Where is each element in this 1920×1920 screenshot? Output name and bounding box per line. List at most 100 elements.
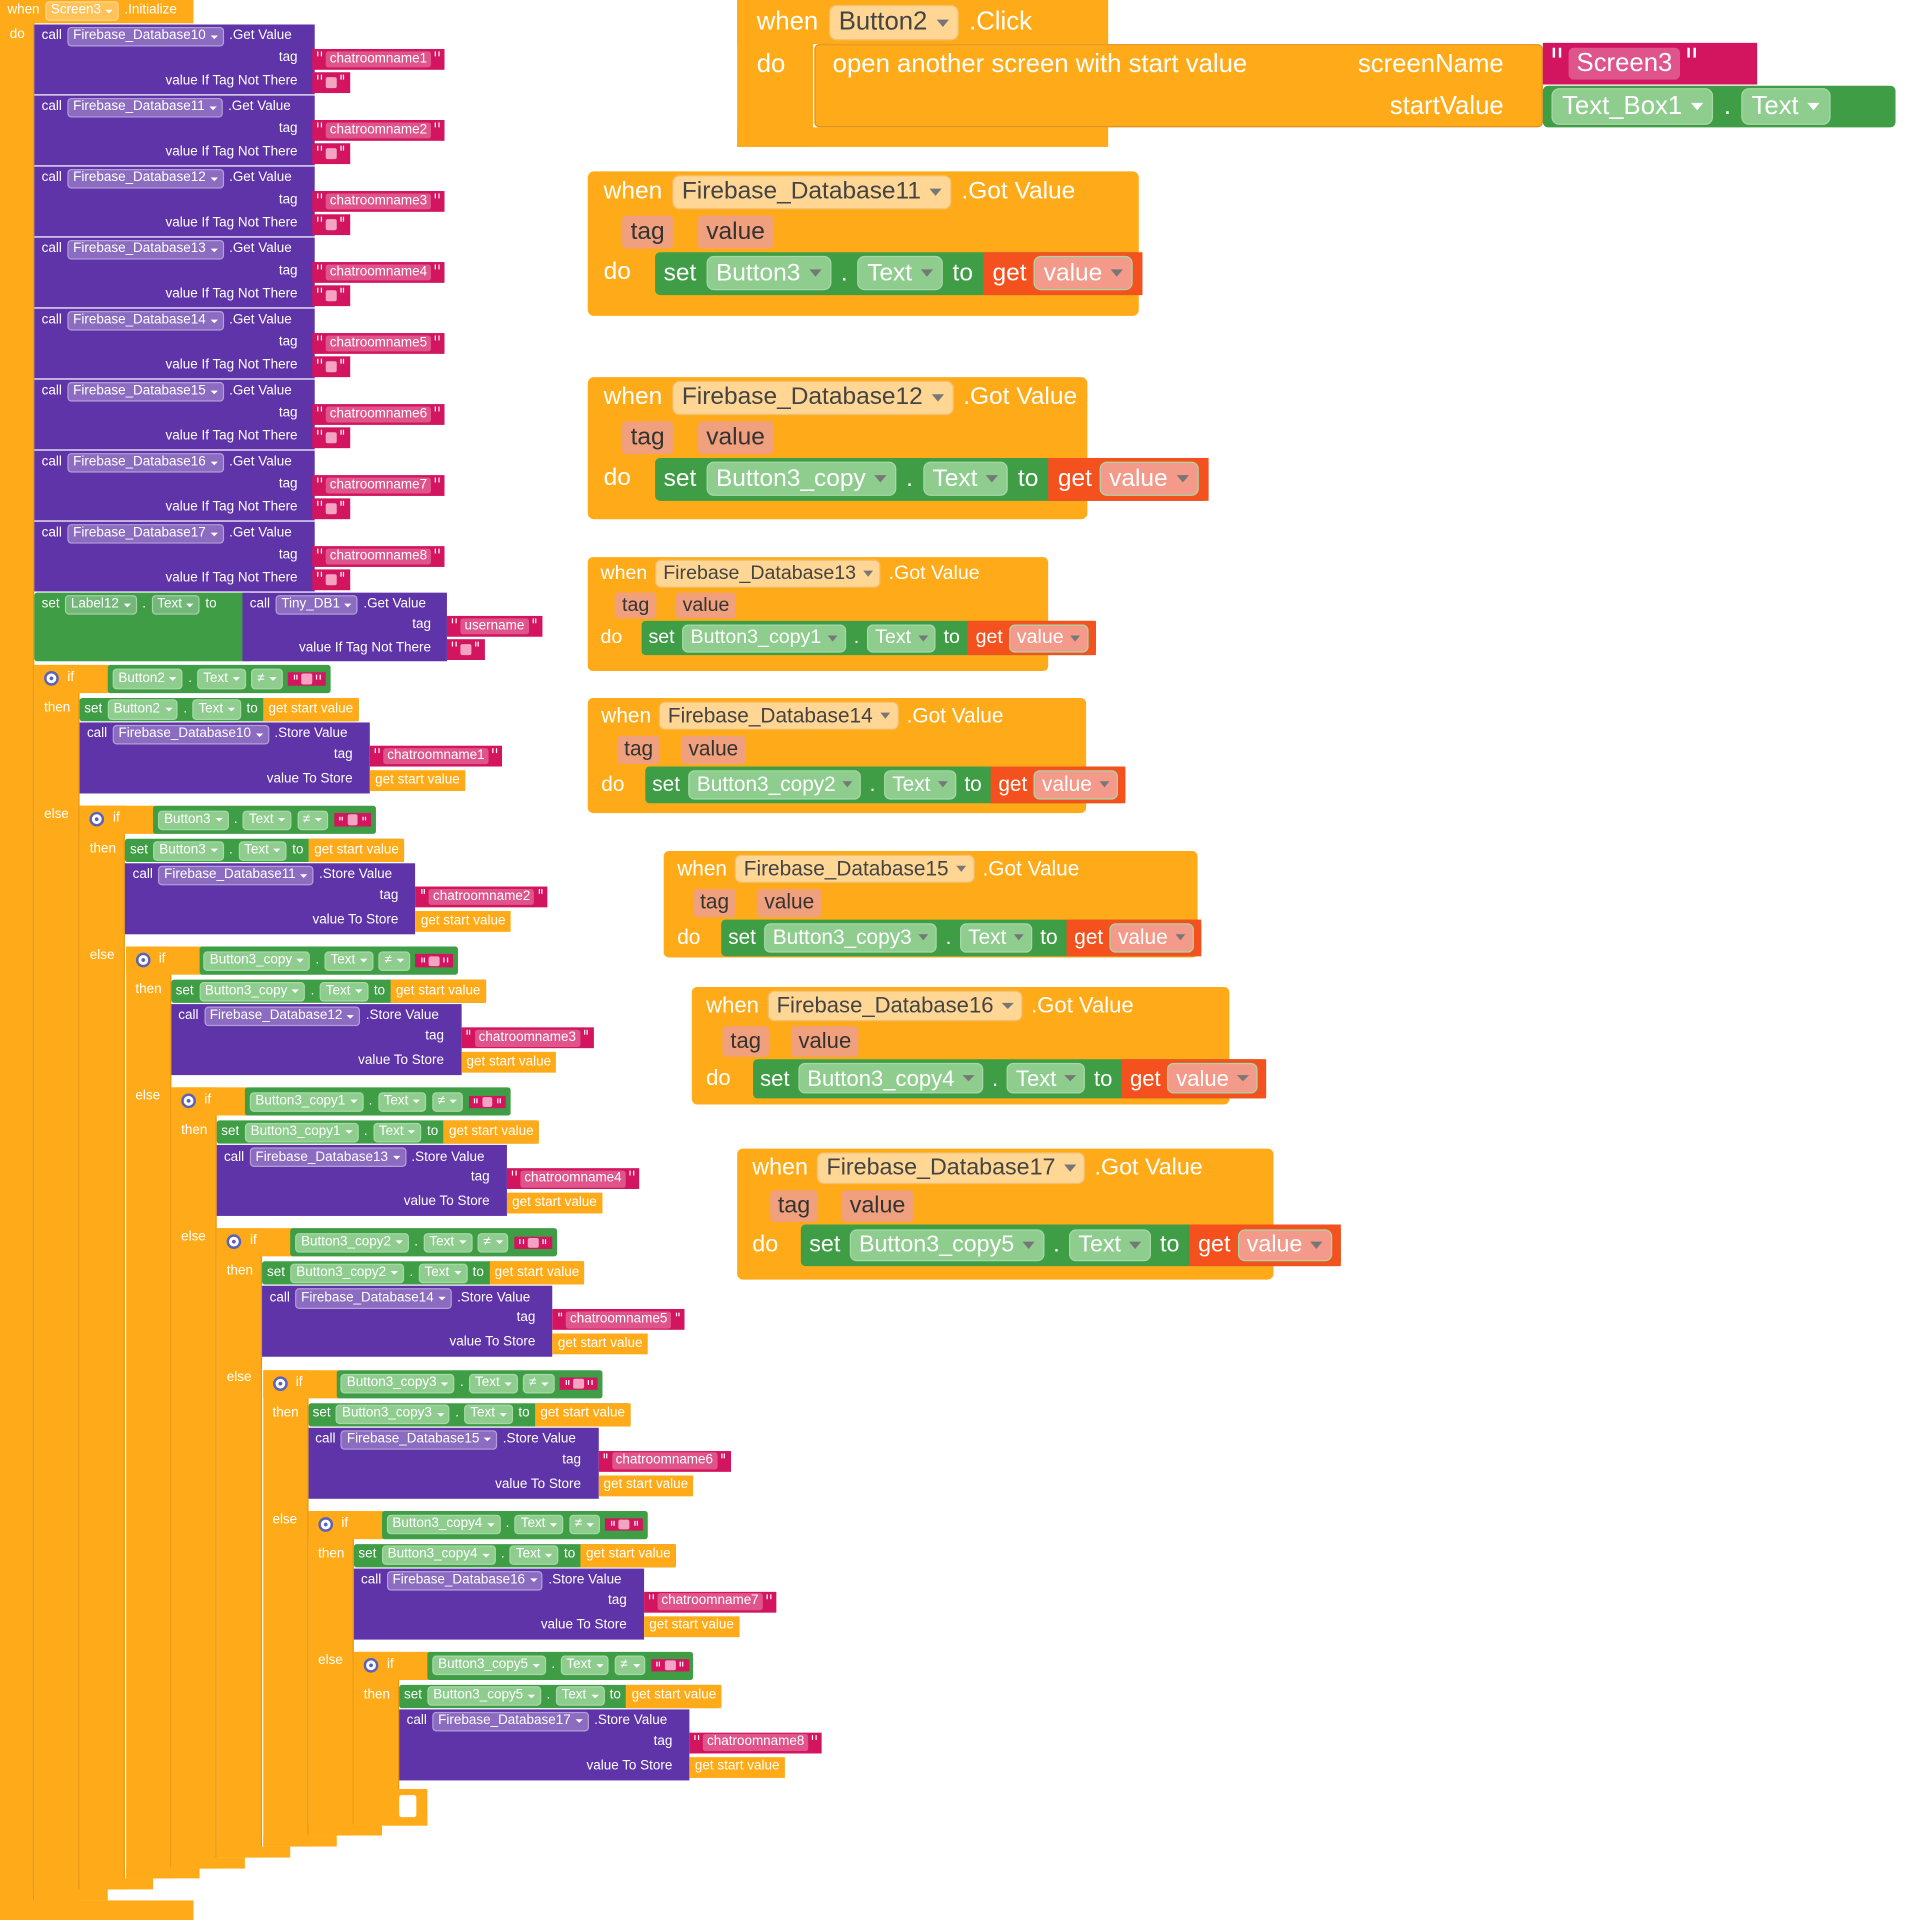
string-value: chatroomname2 — [325, 121, 432, 139]
variable-dropdown[interactable]: value — [1109, 922, 1194, 953]
component-dropdown[interactable]: Button3_copy — [203, 950, 311, 971]
component-dropdown[interactable]: Button3_copy2 — [688, 769, 862, 800]
property-dropdown[interactable]: Text — [324, 950, 374, 971]
property-dropdown[interactable]: Text — [197, 669, 246, 689]
variable-dropdown[interactable]: value — [1033, 769, 1118, 800]
component-dropdown[interactable]: Firebase_Database17 — [67, 524, 224, 544]
dot: . — [869, 772, 876, 796]
property-dropdown[interactable]: Text — [192, 699, 242, 720]
component-dropdown[interactable]: Firebase_Database14 — [659, 701, 899, 731]
component-dropdown[interactable]: Label12 — [64, 595, 137, 615]
component-dropdown[interactable]: Tiny_DB1 — [275, 595, 358, 615]
component-dropdown[interactable]: Firebase_Database11 — [158, 865, 314, 886]
component-dropdown[interactable]: Button3_copy1 — [682, 624, 846, 653]
property-dropdown[interactable]: Text — [238, 840, 287, 861]
property-dropdown[interactable]: Text — [560, 1655, 610, 1676]
component-dropdown[interactable]: Button3_copy4 — [386, 1514, 501, 1535]
operator-dropdown[interactable]: ≠ — [431, 1091, 464, 1112]
component-dropdown[interactable]: Button3_copy3 — [340, 1373, 455, 1394]
component-dropdown[interactable]: Button3_copy1 — [249, 1091, 364, 1112]
component-dropdown[interactable]: Firebase_Database12 — [672, 380, 954, 415]
variable-dropdown[interactable]: value — [1167, 1063, 1258, 1094]
component-dropdown[interactable]: Button2 — [112, 669, 183, 689]
component-dropdown[interactable]: Firebase_Database13 — [249, 1147, 407, 1168]
component-dropdown[interactable]: Text_Box1 — [1551, 88, 1714, 125]
operator-dropdown[interactable]: ≠ — [568, 1514, 601, 1535]
component-dropdown[interactable]: Firebase_Database17 — [817, 1152, 1086, 1185]
operator-dropdown[interactable]: ≠ — [477, 1232, 509, 1253]
component-dropdown[interactable]: Button3_copy3 — [336, 1404, 450, 1425]
component-dropdown[interactable]: Button3_copy5 — [432, 1655, 546, 1676]
component-dropdown[interactable]: Firebase_Database17 — [432, 1711, 589, 1732]
property-dropdown[interactable]: Text — [1741, 88, 1831, 125]
property-dropdown[interactable]: Text — [319, 981, 369, 1002]
property-dropdown-text: Text — [429, 1234, 455, 1250]
operator-dropdown[interactable]: ≠ — [251, 669, 283, 689]
component-dropdown[interactable]: Button2 — [828, 4, 959, 41]
component-dropdown[interactable]: Button2 — [107, 699, 179, 720]
property-dropdown[interactable]: Text — [883, 769, 957, 800]
property-dropdown[interactable]: Text — [151, 595, 200, 615]
component-dropdown[interactable]: Firebase_Database16 — [767, 990, 1023, 1022]
property-dropdown[interactable]: Text — [1068, 1229, 1151, 1262]
property-dropdown[interactable]: Text — [469, 1373, 518, 1394]
component-dropdown[interactable]: Button3_copy — [199, 981, 306, 1002]
property-dropdown[interactable]: Text — [423, 1232, 473, 1253]
property-dropdown[interactable]: Text — [922, 461, 1009, 496]
component-dropdown[interactable]: Button3 — [158, 810, 229, 830]
component-dropdown[interactable]: Firebase_Database14 — [67, 311, 224, 331]
component-dropdown[interactable]: Firebase_Database12 — [67, 168, 224, 189]
property-dropdown[interactable]: Text — [1006, 1063, 1086, 1094]
parameter-name: value — [764, 890, 815, 915]
compare-block: Button3_copy5. Text ≠ — [427, 1651, 694, 1680]
property-dropdown[interactable]: Text — [242, 810, 292, 830]
component-dropdown[interactable]: Button3_copy3 — [764, 922, 938, 953]
component-dropdown[interactable]: Firebase_Database15 — [67, 382, 224, 402]
component-dropdown[interactable]: Button3_copy5 — [427, 1686, 542, 1707]
property-dropdown[interactable]: Text — [377, 1091, 427, 1112]
component-dropdown[interactable]: Firebase_Database15 — [340, 1429, 498, 1450]
variable-dropdown[interactable]: value — [1033, 256, 1133, 291]
property-dropdown[interactable]: Text — [509, 1545, 559, 1566]
component-dropdown[interactable]: Button3_copy5 — [849, 1229, 1044, 1262]
component-dropdown[interactable]: Button3 — [706, 256, 831, 291]
variable-dropdown[interactable]: value — [1237, 1229, 1333, 1262]
property-dropdown[interactable]: Text — [857, 256, 943, 291]
component-dropdown[interactable]: Button3_copy2 — [290, 1263, 405, 1284]
call-row: call Firebase_Database13 .Store Value — [224, 1147, 485, 1168]
operator-dropdown[interactable]: ≠ — [614, 1655, 646, 1676]
else-slot-bg — [353, 1788, 428, 1826]
component-dropdown[interactable]: Firebase_Database13 — [67, 240, 224, 260]
property-dropdown[interactable]: Text — [464, 1404, 513, 1425]
component-dropdown[interactable]: Firebase_Database16 — [67, 453, 224, 473]
property-dropdown[interactable]: Text — [867, 624, 936, 653]
component-dropdown[interactable]: Screen3 — [44, 1, 120, 22]
operator-dropdown[interactable]: ≠ — [296, 810, 329, 830]
component-dropdown[interactable]: Firebase_Database10 — [67, 26, 224, 47]
component-dropdown[interactable]: Firebase_Database15 — [735, 854, 975, 884]
dropdown-arrow — [255, 732, 264, 737]
variable-dropdown[interactable]: value — [1099, 461, 1199, 496]
component-dropdown[interactable]: Button3_copy1 — [244, 1122, 359, 1143]
component-dropdown[interactable]: Firebase_Database16 — [386, 1570, 544, 1591]
component-dropdown[interactable]: Button3_copy2 — [295, 1232, 409, 1253]
variable-dropdown[interactable]: value — [1008, 624, 1089, 653]
component-dropdown[interactable]: Firebase_Database10 — [112, 724, 270, 745]
operator-dropdown[interactable]: ≠ — [523, 1373, 555, 1394]
property-dropdown[interactable]: Text — [372, 1122, 422, 1143]
property-dropdown[interactable]: Text — [959, 922, 1032, 953]
component-dropdown[interactable]: Button3_copy4 — [798, 1063, 984, 1094]
component-dropdown[interactable]: Button3_copy4 — [381, 1545, 496, 1566]
variable-dropdown-text: value — [1246, 1231, 1303, 1258]
operator-dropdown[interactable]: ≠ — [378, 950, 410, 971]
component-dropdown[interactable]: Firebase_Database13 — [655, 560, 881, 588]
component-dropdown[interactable]: Firebase_Database11 — [672, 175, 952, 210]
property-dropdown[interactable]: Text — [418, 1263, 468, 1284]
component-dropdown[interactable]: Button3_copy — [706, 461, 897, 496]
component-dropdown[interactable]: Firebase_Database12 — [203, 1006, 361, 1027]
component-dropdown[interactable]: Firebase_Database14 — [295, 1288, 452, 1309]
property-dropdown[interactable]: Text — [555, 1686, 605, 1707]
component-dropdown[interactable]: Button3 — [153, 840, 224, 861]
property-dropdown[interactable]: Text — [514, 1514, 564, 1535]
component-dropdown[interactable]: Firebase_Database11 — [67, 97, 223, 118]
